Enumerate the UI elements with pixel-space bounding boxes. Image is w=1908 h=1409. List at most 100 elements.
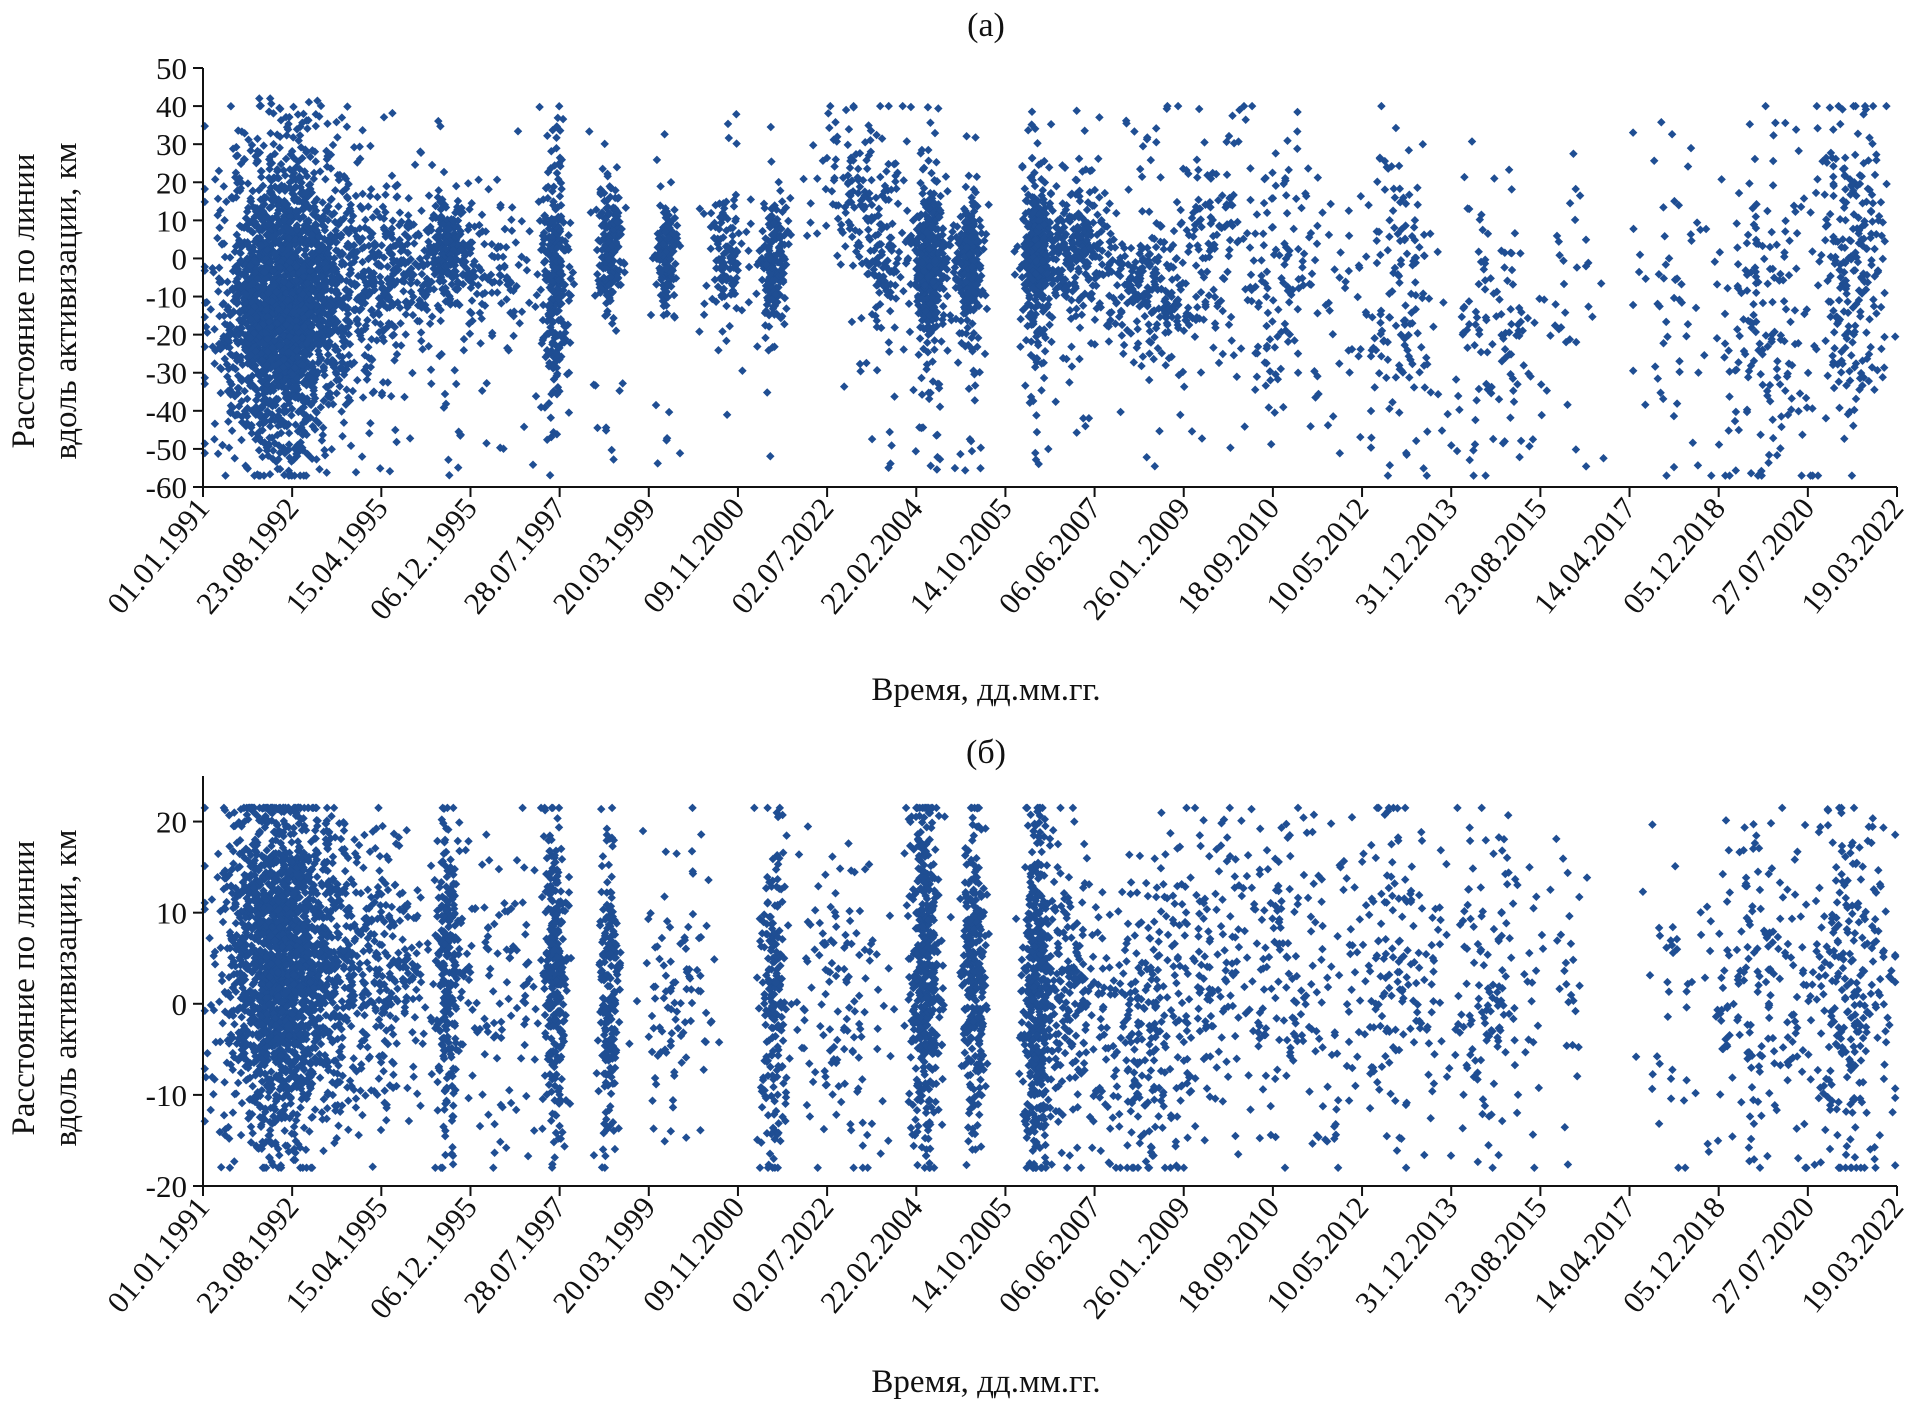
panel-a-point (203, 328, 212, 337)
panel-a-point (976, 463, 985, 473)
panel-a-point (930, 128, 940, 138)
panel-a-point (722, 410, 732, 419)
panel-a-point (226, 101, 236, 111)
panel-a-point (313, 96, 322, 106)
panel-a-point (482, 378, 491, 388)
panel-a-point (355, 142, 364, 151)
panel-a-point (303, 124, 312, 133)
panel-a-point (886, 233, 896, 242)
panel-a-point (964, 171, 974, 180)
panel-a-point (943, 291, 952, 301)
panel-a-point (742, 227, 751, 237)
panel-a-point (890, 323, 899, 332)
panel-a-point (876, 172, 885, 182)
panel-a-point (213, 194, 223, 204)
panel-a-point (856, 366, 865, 376)
panel-a-point (405, 434, 415, 443)
panel-a-point (960, 466, 970, 475)
panel-a-point (670, 205, 679, 215)
panel-a-point (200, 184, 210, 194)
panel-a-point (328, 140, 338, 150)
panel-a-point (924, 156, 933, 165)
panel-a-point (258, 426, 267, 435)
panel-a-point (266, 129, 275, 138)
panel-a-point (240, 386, 249, 396)
panel-a-point (725, 321, 734, 331)
panel-a-point (738, 366, 747, 376)
panel-a-point (451, 181, 461, 191)
panel-a-point (410, 160, 420, 169)
panel-a-point (646, 310, 656, 320)
panel-a-point (806, 199, 815, 208)
panel-a-point (309, 168, 319, 178)
panel-a-point (224, 443, 234, 452)
panel-a-point (353, 375, 362, 385)
panel-a-point (333, 133, 342, 142)
panel-a-point (933, 430, 942, 440)
panel-a-point (766, 122, 776, 132)
panel-a-point (652, 155, 662, 165)
panel-a-point (351, 468, 361, 477)
panel-a-point (891, 177, 900, 186)
panel-a-point (507, 226, 517, 236)
panel-a-point (833, 251, 842, 260)
panel-a-point (219, 182, 229, 191)
panel-a-point (344, 350, 354, 360)
panel-a-point (875, 288, 884, 297)
panel-a-point (515, 319, 524, 328)
panel-a-point (227, 426, 237, 435)
panel-a-point (366, 419, 375, 428)
panel-a-point (459, 334, 469, 344)
panel-a-point (651, 400, 661, 410)
panel-a-point (514, 260, 523, 270)
panel-a-point (210, 434, 219, 444)
panel-a-point (392, 192, 402, 201)
panel-a-point (253, 134, 262, 143)
panel-a-point (200, 342, 210, 352)
panel-a-point (917, 390, 927, 399)
panel-a-point (224, 417, 233, 426)
panel-a-point (552, 133, 561, 143)
panel-a-point (767, 157, 776, 166)
panel-a-point (729, 202, 739, 211)
panel-a-point (884, 101, 893, 111)
panel-a-point (909, 385, 918, 395)
panel-a-point (1032, 411, 1041, 420)
panel-a-point (366, 184, 376, 194)
panel-a-point (480, 239, 489, 249)
panel-a-point (746, 195, 756, 204)
panel-a-point (220, 216, 229, 225)
panel-a-point (293, 110, 303, 119)
panel-a-point (417, 206, 426, 215)
panel-a-point (621, 203, 631, 213)
panel-a-point (525, 226, 534, 236)
panel-a-point (322, 468, 331, 477)
panel-a-point (439, 167, 449, 177)
panel-a-point (941, 172, 951, 181)
panel-a-point (396, 341, 406, 350)
panel-a-point (972, 172, 982, 182)
panel-a-point (885, 306, 895, 316)
panel-a-point (893, 199, 903, 208)
panel-a-point (401, 330, 410, 339)
panel-a-point (737, 239, 746, 248)
panel-a-point (509, 331, 518, 341)
panel-a-point (774, 177, 783, 187)
panel-a-point (894, 247, 904, 257)
panel-a-point (911, 446, 921, 456)
panel-a-point (391, 425, 400, 435)
panel-a-point (358, 189, 367, 199)
panel-a-point (316, 403, 326, 412)
panel-a-point (535, 102, 544, 112)
panel-a-point (474, 175, 483, 185)
panel-a-point (213, 233, 222, 243)
panel-a-point (259, 141, 268, 150)
panel-a-point (318, 423, 328, 432)
panel-a-point (495, 278, 504, 287)
panel-a-point (444, 455, 453, 465)
panel-a-point (425, 319, 435, 329)
panel-a-point (766, 452, 775, 461)
panel-a-point (451, 379, 461, 389)
panel-a-point (722, 336, 731, 346)
panel-a-point (519, 422, 529, 432)
